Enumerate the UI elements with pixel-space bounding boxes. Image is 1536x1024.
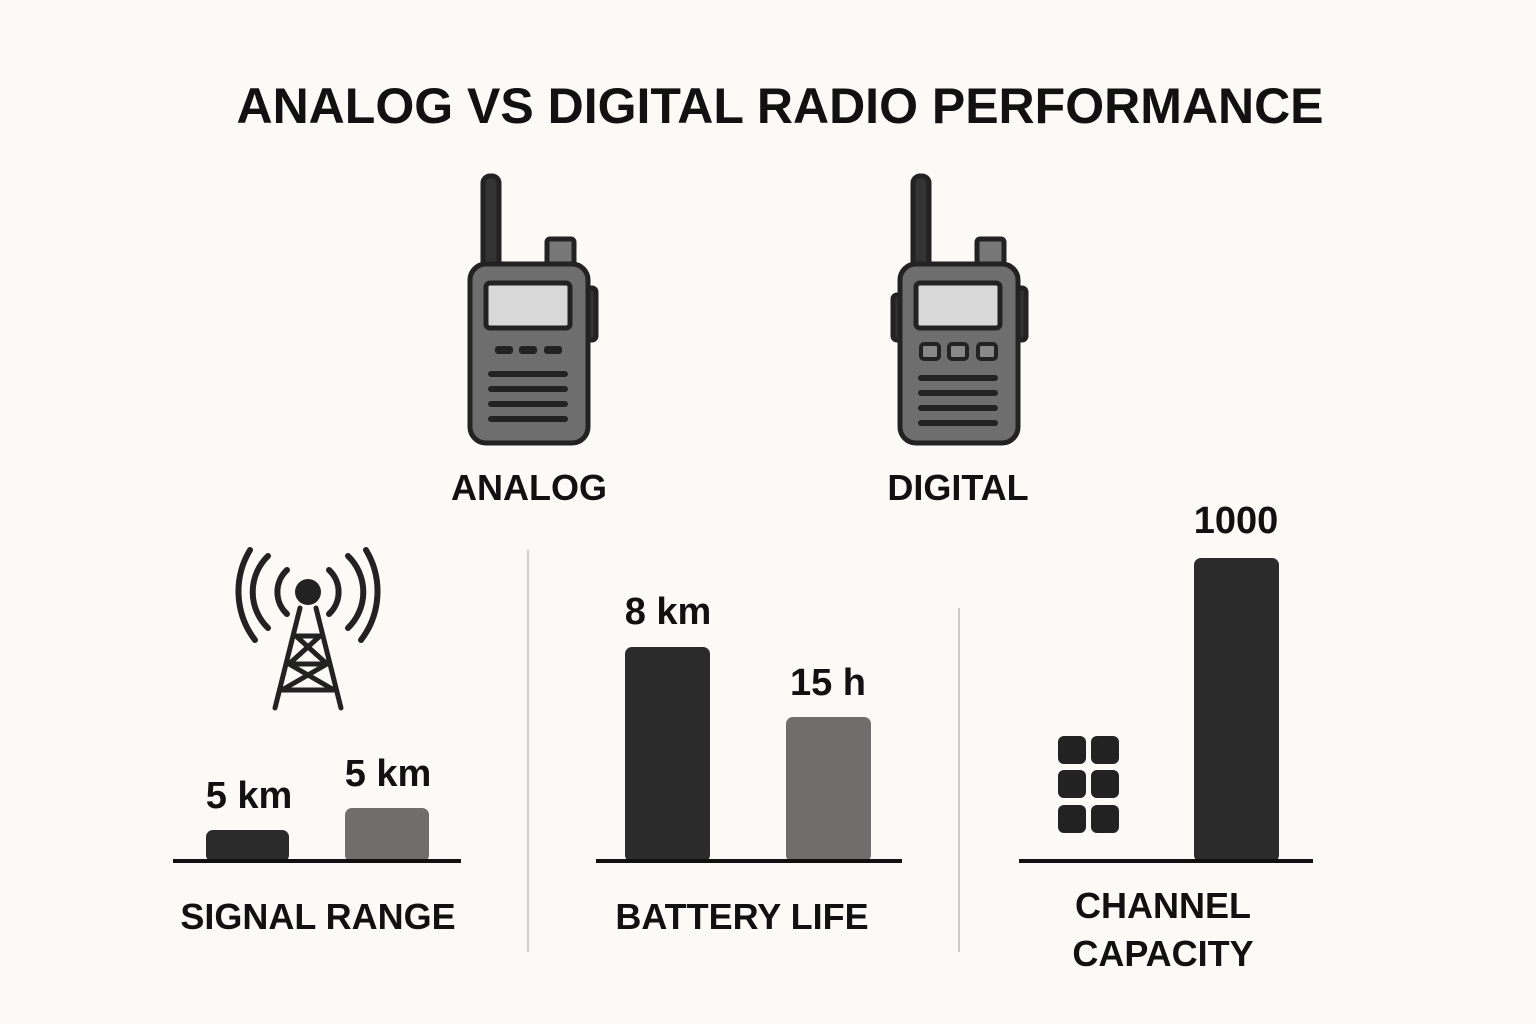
panel-label: CHANNEL: [1075, 885, 1251, 926]
bar: [345, 808, 429, 862]
bar-label: 8 km: [625, 591, 712, 633]
analog-radio-icon: [467, 173, 599, 446]
bar-label: 5 km: [345, 753, 432, 795]
panel-label: SIGNAL RANGE: [180, 896, 455, 937]
radio-label: DIGITAL: [887, 467, 1028, 508]
bar: [625, 647, 710, 862]
radio-label: ANALOG: [451, 467, 607, 508]
bar-label: 5 km: [206, 775, 293, 817]
panel-label: CAPACITY: [1072, 933, 1253, 974]
panel-label: BATTERY LIFE: [615, 896, 868, 937]
grid-icon: [1058, 736, 1119, 833]
bar: [206, 830, 289, 862]
bar: [1194, 558, 1279, 862]
tower-icon: [235, 547, 381, 711]
bar: [786, 717, 871, 862]
title: ANALOG VS DIGITAL RADIO PERFORMANCE: [236, 78, 1323, 134]
digital-radio-icon: [890, 173, 1029, 446]
bar-label: 15 h: [790, 662, 866, 704]
bar-label: 1000: [1194, 500, 1279, 542]
